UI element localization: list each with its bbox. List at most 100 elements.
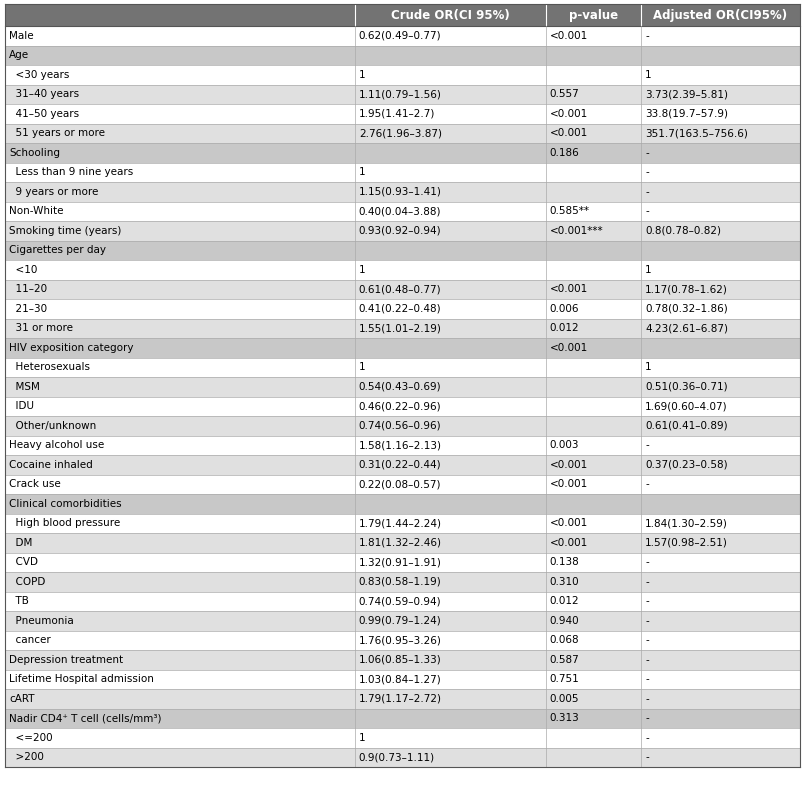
Bar [5,241,800,260]
Text: 0.940: 0.940 [550,615,580,626]
Bar [5,104,800,124]
Text: Male: Male [9,31,34,41]
Text: 31–40 years: 31–40 years [9,89,79,99]
Text: 0.068: 0.068 [550,635,580,645]
Text: <=200: <=200 [9,733,52,743]
Bar [5,162,800,182]
Bar [5,533,800,552]
Text: -: - [645,148,649,157]
Text: 1.55(1.01–2.19): 1.55(1.01–2.19) [359,323,442,333]
Bar [5,397,800,416]
Bar [5,4,800,26]
Text: 1.84(1.30–2.59): 1.84(1.30–2.59) [645,519,728,528]
Text: 1.76(0.95–3.26): 1.76(0.95–3.26) [359,635,442,645]
Text: 1.95(1.41–2.7): 1.95(1.41–2.7) [359,109,436,119]
Text: 0.62(0.49–0.77): 0.62(0.49–0.77) [359,31,441,41]
Bar [5,552,800,572]
Text: 1.81(1.32–2.46): 1.81(1.32–2.46) [359,538,442,548]
Text: 1: 1 [645,362,651,372]
Text: 0.40(0.04–3.88): 0.40(0.04–3.88) [359,206,441,216]
Text: 1.79(1.44–2.24): 1.79(1.44–2.24) [359,519,442,528]
Text: Other/unknown: Other/unknown [9,421,97,430]
Text: <30 years: <30 years [9,70,69,79]
Text: CVD: CVD [9,557,38,567]
Text: 1.15(0.93–1.41): 1.15(0.93–1.41) [359,187,442,197]
Text: <0.001: <0.001 [550,538,588,548]
Bar [5,708,800,728]
Text: 0.585**: 0.585** [550,206,589,216]
Text: 1.17(0.78–1.62): 1.17(0.78–1.62) [645,284,728,294]
Text: -: - [645,615,649,626]
Text: 0.587: 0.587 [550,655,580,665]
Text: Schooling: Schooling [9,148,60,157]
Text: <0.001: <0.001 [550,460,588,470]
Text: 0.310: 0.310 [550,577,580,587]
Bar [5,670,800,689]
Text: 0.99(0.79–1.24): 0.99(0.79–1.24) [359,615,442,626]
Bar [5,748,800,767]
Bar [5,26,800,46]
Text: 0.005: 0.005 [550,694,579,704]
Text: -: - [645,635,649,645]
Text: 0.012: 0.012 [550,323,580,333]
Text: COPD: COPD [9,577,45,587]
Text: TB: TB [9,597,29,606]
Text: 0.006: 0.006 [550,304,579,314]
Text: <0.001: <0.001 [550,343,588,353]
Text: 51 years or more: 51 years or more [9,128,105,139]
Bar [5,201,800,221]
Bar [5,728,800,748]
Text: 0.012: 0.012 [550,597,580,606]
Text: 0.93(0.92–0.94): 0.93(0.92–0.94) [359,226,441,236]
Text: 1.06(0.85–1.33): 1.06(0.85–1.33) [359,655,442,665]
Bar [5,377,800,397]
Text: DM: DM [9,538,32,548]
Text: Cigarettes per day: Cigarettes per day [9,246,106,255]
Bar [5,65,800,84]
Text: 41–50 years: 41–50 years [9,109,79,119]
Text: 33.8(19.7–57.9): 33.8(19.7–57.9) [645,109,728,119]
Text: -: - [645,440,649,450]
Text: 0.61(0.48–0.77): 0.61(0.48–0.77) [359,284,441,294]
Bar [5,143,800,162]
Text: MSM: MSM [9,382,40,392]
Bar [5,630,800,650]
Text: Smoking time (years): Smoking time (years) [9,226,122,236]
Text: p-value: p-value [569,9,618,21]
Bar [5,182,800,201]
Text: >200: >200 [9,752,44,763]
Bar [5,611,800,630]
Text: High blood pressure: High blood pressure [9,519,120,528]
Text: -: - [645,31,649,41]
Bar [5,124,800,143]
Text: 1.32(0.91–1.91): 1.32(0.91–1.91) [359,557,442,567]
Text: 0.003: 0.003 [550,440,579,450]
Bar [5,357,800,377]
Text: 1: 1 [359,168,365,177]
Bar [5,494,800,513]
Text: <0.001: <0.001 [550,109,588,119]
Bar [5,475,800,494]
Text: Nadir CD4⁺ T cell (cells/mm³): Nadir CD4⁺ T cell (cells/mm³) [9,713,162,723]
Text: 11–20: 11–20 [9,284,47,294]
Bar [5,416,800,435]
Bar [5,592,800,611]
Text: Less than 9 nine years: Less than 9 nine years [9,168,134,177]
Text: 1: 1 [359,733,365,743]
Text: 0.74(0.59–0.94): 0.74(0.59–0.94) [359,597,441,606]
Text: Clinical comorbidities: Clinical comorbidities [9,499,122,508]
Text: 0.22(0.08–0.57): 0.22(0.08–0.57) [359,479,441,490]
Text: 1: 1 [645,70,651,79]
Text: -: - [645,713,649,723]
Text: 1: 1 [359,362,365,372]
Text: 0.51(0.36–0.71): 0.51(0.36–0.71) [645,382,728,392]
Text: Adjusted OR(CI95%): Adjusted OR(CI95%) [654,9,787,21]
Text: -: - [645,557,649,567]
Text: 0.9(0.73–1.11): 0.9(0.73–1.11) [359,752,435,763]
Text: -: - [645,577,649,587]
Text: IDU: IDU [9,401,34,412]
Text: 4.23(2.61–6.87): 4.23(2.61–6.87) [645,323,728,333]
Text: 0.46(0.22–0.96): 0.46(0.22–0.96) [359,401,441,412]
Bar [5,84,800,104]
Text: cART: cART [9,694,35,704]
